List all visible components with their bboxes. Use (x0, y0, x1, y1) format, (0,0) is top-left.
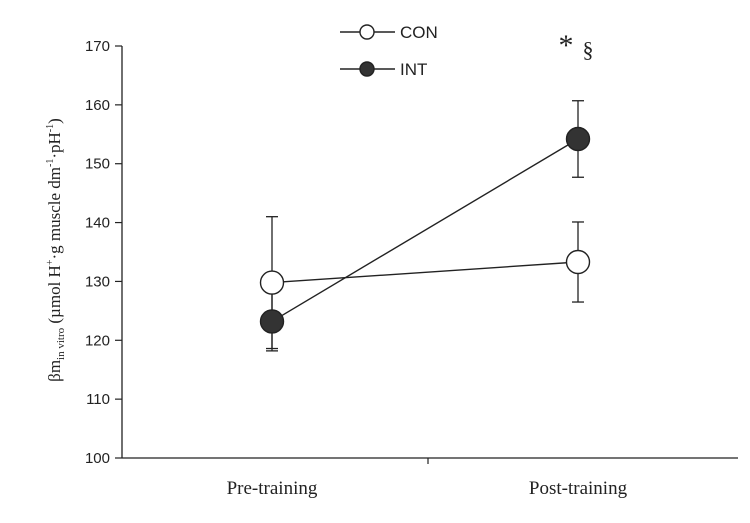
series-line-int (271, 138, 579, 323)
data-point-int (259, 309, 285, 334)
y-tick-label: 100 (85, 450, 110, 467)
y-tick-label: 170 (85, 38, 110, 55)
markers (259, 126, 591, 334)
y-tick-label: 160 (85, 97, 110, 114)
series-line-con (271, 261, 579, 284)
y-axis-label: βmin vitro (µmol H+·g muscle dm-1·pH-1) (45, 118, 67, 382)
y-tick-label: 140 (85, 215, 110, 232)
error-bars (266, 100, 584, 352)
data-point-con (259, 270, 285, 295)
legend-marker-int (359, 61, 375, 77)
legend-marker-con (359, 24, 375, 40)
legend-label-con: CON (400, 23, 438, 42)
annotations: * § (559, 29, 594, 62)
data-point-int (565, 126, 591, 152)
x-categories: Pre-training Post-training (227, 478, 628, 499)
series-lines (271, 138, 579, 323)
legend-label-int: INT (400, 60, 427, 79)
y-tick-label: 130 (85, 273, 110, 290)
data-point-con (565, 249, 591, 275)
y-tick-label: 120 (85, 332, 110, 349)
y-tick-label: 110 (86, 391, 110, 408)
x-category-label: Pre-training (227, 478, 318, 499)
annotation-star: * (559, 29, 574, 62)
legend: CON INT (340, 23, 438, 79)
annotation-section: § (583, 37, 594, 62)
y-tick-label: 150 (85, 156, 110, 173)
axes (121, 46, 738, 464)
y-ticks: 100 110 120 130 140 150 160 170 (85, 38, 122, 467)
x-category-label: Post-training (529, 478, 628, 499)
